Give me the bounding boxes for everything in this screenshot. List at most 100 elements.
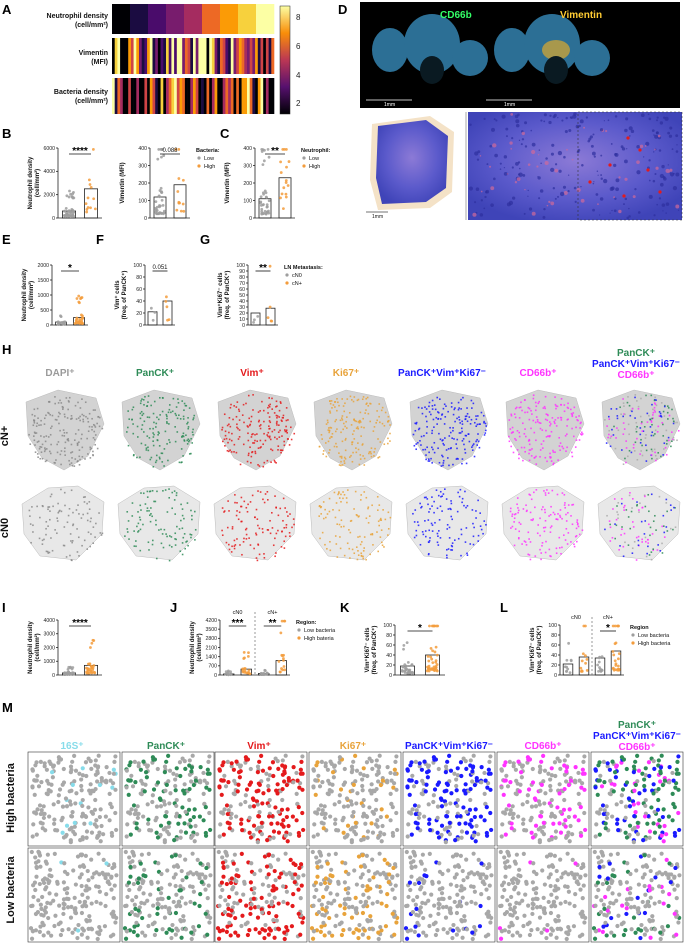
cell-dot xyxy=(301,873,306,878)
cell-marker xyxy=(242,403,245,406)
y-axis-label: (cell/mm²) xyxy=(28,281,35,309)
cell-dot xyxy=(657,818,662,823)
cell-dot xyxy=(473,807,478,812)
cell-marker xyxy=(166,443,168,445)
cell-marker xyxy=(631,507,633,509)
cell-dot xyxy=(98,901,103,906)
cell-marker xyxy=(85,415,87,418)
cell-marker xyxy=(645,394,647,397)
cell-marker xyxy=(531,448,533,450)
cell-dot xyxy=(659,753,664,758)
heatmap-cell xyxy=(133,78,137,114)
cell-marker xyxy=(619,406,621,409)
cell-dot xyxy=(607,791,612,796)
cell-marker xyxy=(571,413,574,416)
cell-marker xyxy=(523,446,526,449)
cell-marker xyxy=(226,424,229,427)
cell-marker xyxy=(451,518,454,521)
cell-dot xyxy=(472,782,477,788)
cell-dot xyxy=(514,778,519,783)
data-point xyxy=(433,650,437,654)
cell-dot xyxy=(160,927,165,932)
cell-marker xyxy=(389,432,391,435)
legend-title: LN Metastasis: xyxy=(284,265,323,271)
he-texture-dot xyxy=(593,155,596,158)
cell-marker xyxy=(368,451,371,453)
cell-marker xyxy=(179,550,182,553)
cell-dot xyxy=(80,797,85,803)
cell-dot xyxy=(239,923,244,929)
cell-dot xyxy=(189,779,194,784)
cell-marker xyxy=(517,537,520,540)
cell-marker xyxy=(532,419,535,422)
he-texture-dot xyxy=(595,193,599,196)
cell-dot xyxy=(41,880,47,886)
panel-m-merge-cd66b: CD66b⁺ xyxy=(619,742,656,753)
cell-dot xyxy=(557,782,562,787)
he-texture-dot xyxy=(609,212,611,214)
cell-marker xyxy=(461,458,464,460)
cell-marker xyxy=(529,449,532,451)
cell-dot xyxy=(94,884,99,889)
he-texture-dot xyxy=(543,120,546,123)
cell-dot xyxy=(130,784,136,789)
cell-marker xyxy=(188,439,191,442)
cell-dot xyxy=(379,807,384,812)
cell-marker xyxy=(92,437,95,439)
cell-marker xyxy=(371,504,373,507)
cell-marker xyxy=(659,412,662,415)
he-texture-dot xyxy=(503,172,508,176)
data-point xyxy=(280,667,283,670)
cell-dot xyxy=(32,792,37,797)
cell-dot xyxy=(565,833,570,838)
heatmap-cell xyxy=(179,38,183,74)
cell-marker xyxy=(624,457,626,460)
he-texture-dot xyxy=(600,177,603,180)
cell-marker xyxy=(139,518,142,521)
cell-dot xyxy=(257,759,262,764)
cell-dot xyxy=(44,885,49,890)
cell-dot xyxy=(333,817,338,822)
cell-marker xyxy=(651,417,653,420)
cell-dot xyxy=(276,830,282,835)
cell-marker xyxy=(633,540,636,543)
cell-dot xyxy=(406,822,411,827)
cell-marker xyxy=(168,439,170,441)
cell-marker xyxy=(372,544,374,546)
cell-marker xyxy=(574,446,577,448)
data-point xyxy=(613,659,617,663)
cell-marker xyxy=(166,535,168,538)
cell-dot xyxy=(69,904,74,909)
cell-marker xyxy=(256,440,258,443)
cell-dot xyxy=(651,782,656,787)
cell-dot xyxy=(553,773,558,779)
cell-dot xyxy=(320,780,325,785)
cell-marker xyxy=(266,491,269,493)
cell-marker xyxy=(222,440,224,443)
cell-dot xyxy=(62,861,67,866)
cell-dot xyxy=(289,924,295,929)
cell-marker xyxy=(624,413,626,416)
cell-marker xyxy=(427,460,430,462)
cell-dot xyxy=(266,783,271,789)
cell-dot xyxy=(95,765,101,770)
y-axis-label: (freq. of PanCK⁺) xyxy=(224,271,231,320)
cell-dot xyxy=(127,855,132,860)
cell-marker xyxy=(414,422,417,425)
cell-marker xyxy=(70,443,73,446)
cell-marker xyxy=(480,411,483,414)
cell-marker xyxy=(365,409,367,411)
cell-marker xyxy=(536,532,539,535)
data-point xyxy=(283,668,287,672)
cell-marker xyxy=(160,452,163,455)
data-point xyxy=(159,186,163,190)
cell-marker xyxy=(191,514,193,517)
cell-marker xyxy=(41,443,44,446)
data-point xyxy=(262,192,266,196)
cell-marker xyxy=(671,440,673,443)
cell-marker xyxy=(168,408,171,411)
cell-marker xyxy=(482,532,484,535)
panel-m-row-high: High bacteria xyxy=(5,762,17,833)
he-texture-dot xyxy=(510,112,514,116)
cell-marker xyxy=(540,508,543,511)
